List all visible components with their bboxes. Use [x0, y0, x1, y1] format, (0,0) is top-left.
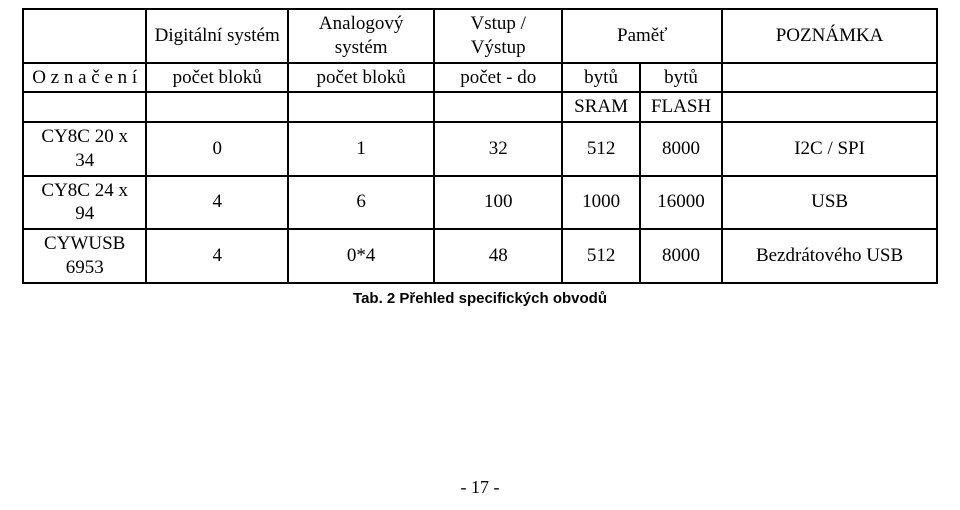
- page-number: - 17 -: [0, 477, 960, 498]
- cell-note: USB: [722, 176, 937, 230]
- sub2-flash: FLASH: [640, 92, 722, 122]
- cell-sram: 512: [562, 122, 640, 176]
- hdr-digital: Digitální systém: [146, 9, 288, 63]
- subhdr-note: [722, 63, 937, 93]
- table-row: CY8C 24 x 94 4 6 100 1000 16000 USB: [23, 176, 937, 230]
- cell-note: Bezdrátového USB: [722, 229, 937, 283]
- cell-as: 1: [288, 122, 434, 176]
- cell-as: 6: [288, 176, 434, 230]
- subhdr-io: počet - do: [434, 63, 562, 93]
- cell-label: CY8C 20 x 34: [23, 122, 146, 176]
- cell-ds: 4: [146, 176, 288, 230]
- table-subheader-row-2: SRAM FLASH: [23, 92, 937, 122]
- hdr-memory: Paměť: [562, 9, 722, 63]
- cell-io: 100: [434, 176, 562, 230]
- sub2-sram: SRAM: [562, 92, 640, 122]
- subhdr-flash: bytů: [640, 63, 722, 93]
- cell-note: I2C / SPI: [722, 122, 937, 176]
- table-subheader-row: O z n a č e n í počet bloků počet bloků …: [23, 63, 937, 93]
- sub2-io: [434, 92, 562, 122]
- spec-table: Digitální systém Analogový systém Vstup …: [22, 8, 938, 284]
- page: Digitální systém Analogový systém Vstup …: [0, 0, 960, 510]
- cell-label: CYWUSB 6953: [23, 229, 146, 283]
- table-header-row: Digitální systém Analogový systém Vstup …: [23, 9, 937, 63]
- sub2-note: [722, 92, 937, 122]
- table-row: CYWUSB 6953 4 0*4 48 512 8000 Bezdrátové…: [23, 229, 937, 283]
- table-caption: Tab. 2 Přehled specifických obvodů: [22, 290, 938, 307]
- cell-io: 32: [434, 122, 562, 176]
- hdr-blank: [23, 9, 146, 63]
- cell-flash: 8000: [640, 122, 722, 176]
- hdr-analog: Analogový systém: [288, 9, 434, 63]
- subhdr-label: O z n a č e n í: [23, 63, 146, 93]
- subhdr-ds: počet bloků: [146, 63, 288, 93]
- cell-ds: 4: [146, 229, 288, 283]
- sub2-label: [23, 92, 146, 122]
- hdr-io: Vstup / Výstup: [434, 9, 562, 63]
- cell-ds: 0: [146, 122, 288, 176]
- subhdr-as: počet bloků: [288, 63, 434, 93]
- cell-io: 48: [434, 229, 562, 283]
- hdr-note: POZNÁMKA: [722, 9, 937, 63]
- cell-as: 0*4: [288, 229, 434, 283]
- cell-flash: 8000: [640, 229, 722, 283]
- table-row: CY8C 20 x 34 0 1 32 512 8000 I2C / SPI: [23, 122, 937, 176]
- cell-label: CY8C 24 x 94: [23, 176, 146, 230]
- sub2-ds: [146, 92, 288, 122]
- cell-flash: 16000: [640, 176, 722, 230]
- cell-sram: 1000: [562, 176, 640, 230]
- subhdr-sram: bytů: [562, 63, 640, 93]
- cell-sram: 512: [562, 229, 640, 283]
- sub2-as: [288, 92, 434, 122]
